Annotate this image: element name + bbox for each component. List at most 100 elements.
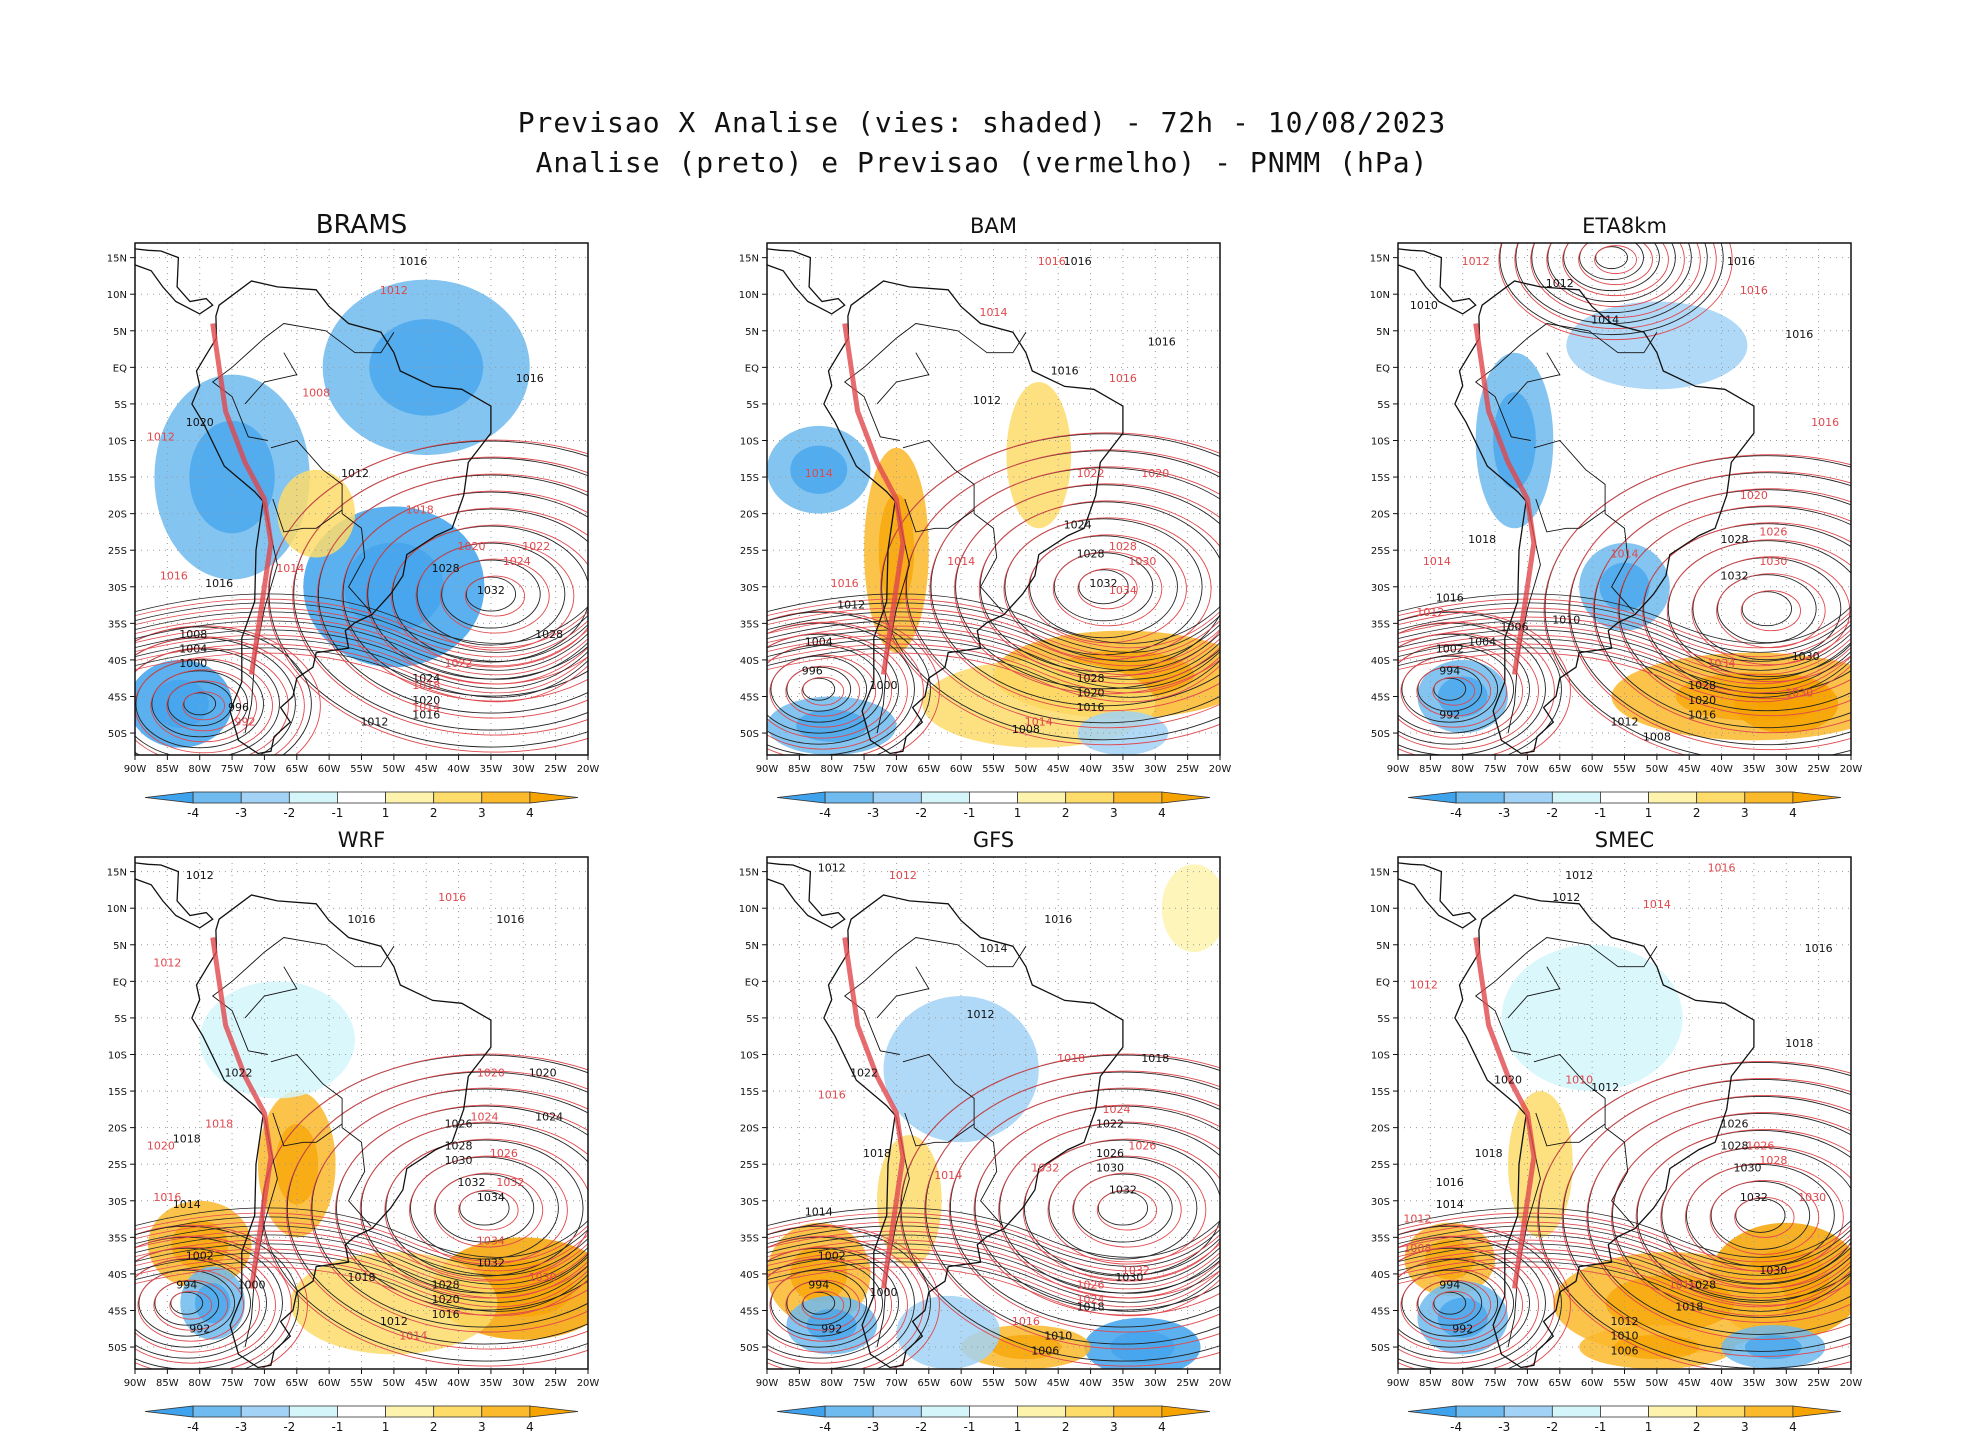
colorbar-cell: [1503, 791, 1553, 804]
isobar-label-forecast: 1026: [1077, 1279, 1105, 1292]
isobar-label-analysis: 1012: [1552, 891, 1580, 904]
colorbar-cell: [1161, 791, 1211, 804]
coastline-central-america: [1398, 862, 1477, 929]
country-border: [904, 498, 975, 533]
isobar-label-analysis: 1028: [432, 1279, 460, 1292]
lat-tick-label: EQ: [113, 977, 127, 988]
isobar-label-analysis: 1026: [445, 1118, 473, 1131]
isobar-forecast: [1416, 665, 1492, 717]
isobar-forecast: [1709, 1179, 1820, 1255]
isobar-analysis: [1417, 666, 1483, 712]
country-border: [1533, 439, 1635, 613]
isobar-forecast: [316, 473, 588, 719]
isobar-label-forecast: 1014: [947, 555, 975, 568]
isobar-label-forecast: 1030: [1128, 555, 1156, 568]
lon-tick-label: 45W: [1678, 764, 1701, 775]
lon-tick-label: 35W: [480, 764, 503, 775]
isobar-analysis: [767, 1247, 899, 1359]
isobar-label-analysis: 1020: [186, 416, 214, 429]
isobar-label-forecast: 1022: [445, 657, 473, 670]
isobar-analysis: [154, 1280, 220, 1326]
isobar-label-analysis: 1012: [186, 869, 214, 882]
lat-tick-label: 35S: [108, 619, 127, 630]
lon-tick-label: 30W: [1775, 764, 1798, 775]
colorbar-cell: [529, 791, 579, 804]
lat-tick-label: 10N: [739, 904, 759, 915]
colorbar: -4 -3 -2 -1 1 2 3 4: [144, 1405, 579, 1434]
country-border: [1507, 352, 1561, 405]
colorbar-cell: [1113, 791, 1163, 804]
lat-tick-label: 5N: [1376, 327, 1390, 338]
isobar-forecast: [767, 643, 893, 739]
isobar-forecast: [1592, 488, 1851, 734]
isobar-analysis: [1398, 611, 1562, 755]
coastline-south-america: [823, 894, 1124, 1369]
isobar-analysis: [317, 474, 588, 714]
isobar-label-analysis: 1032: [477, 1257, 505, 1270]
isobar-analysis: [905, 450, 1220, 724]
isobar-analysis: [1741, 591, 1792, 627]
lon-tick-label: 80W: [820, 764, 843, 775]
lon-tick-label: 30W: [1144, 1378, 1167, 1389]
colorbar-label: 1: [382, 806, 390, 820]
bias-core: [275, 1123, 319, 1205]
colorbar-cell: [337, 791, 386, 804]
isobar-forecast: [767, 1246, 908, 1364]
isobar-forecast: [1530, 243, 1701, 319]
lat-tick-label: 10N: [107, 904, 127, 915]
isobar-forecast: [767, 1257, 893, 1353]
isobar-label-forecast: 1016: [1669, 1279, 1697, 1292]
isobar-label-analysis: 1018: [863, 1147, 891, 1160]
isobar-label-forecast: 1016: [1811, 416, 1839, 429]
isobar-analysis: [1048, 1156, 1198, 1260]
isobar-forecast: [767, 1235, 924, 1369]
lat-tick-label: 40S: [108, 1270, 127, 1281]
lat-tick-label: 25S: [740, 546, 759, 557]
isobar-label-forecast: 1014: [412, 701, 440, 714]
isobar-label-forecast: 1014: [1025, 716, 1053, 729]
isobar-label-analysis: 994: [176, 1279, 197, 1292]
isobar-label-analysis: 1014: [1591, 313, 1619, 326]
isobar-forecast: [1562, 243, 1669, 297]
lon-tick-label: 80W: [1451, 1378, 1474, 1389]
isobar-forecast: [341, 490, 588, 702]
isobar-label-analysis: 1016: [1727, 255, 1755, 268]
isobar-label-analysis: 1024: [412, 672, 440, 685]
lon-tick-label: 55W: [1613, 764, 1636, 775]
isobar-label-analysis: 1010: [1044, 1330, 1072, 1343]
isobar-label-forecast: 1020: [1740, 489, 1768, 502]
isobar-label-analysis: 1028: [535, 628, 563, 641]
isobar-label-forecast: 1016: [153, 1191, 181, 1204]
isobar-forecast: [801, 1290, 845, 1320]
isobar-forecast: [1691, 556, 1851, 666]
lat-tick-label: 45S: [108, 692, 127, 703]
country-border: [1507, 966, 1561, 1019]
isobar-label-analysis: 1016: [1805, 942, 1833, 955]
colorbar-cell: [1648, 1405, 1698, 1418]
isobar-analysis: [1433, 677, 1467, 701]
colorbar-cell: [776, 1405, 826, 1418]
lon-tick-label: 75W: [1484, 1378, 1507, 1389]
isobar-analysis: [465, 576, 517, 612]
colorbar-cell: [920, 791, 970, 804]
isobar-forecast: [904, 449, 1220, 729]
isobar-forecast: [1398, 632, 1539, 750]
isobar-forecast: [924, 1070, 1220, 1350]
lon-tick-label: 55W: [982, 1378, 1005, 1389]
isobar-forecast: [1635, 1128, 1851, 1306]
isobar-label-analysis: 1024: [1064, 518, 1092, 531]
isobar-analysis: [135, 637, 296, 755]
coastline-south-america: [191, 894, 492, 1369]
lon-tick-label: 25W: [544, 1378, 567, 1389]
isobar-label-analysis: 1016: [496, 913, 524, 926]
isobar-label-forecast: 1030: [1798, 1191, 1826, 1204]
lon-tick-label: 70W: [885, 764, 908, 775]
isobar-label-forecast: 1008: [302, 387, 330, 400]
lon-tick-label: 35W: [1112, 764, 1135, 775]
colorbar-cell: [288, 1405, 338, 1418]
andes-forecast-isobars: [210, 937, 274, 1289]
isobar-forecast: [769, 1268, 877, 1342]
isobar-analysis: [1023, 1139, 1220, 1277]
bias-core: [1599, 562, 1650, 611]
lon-tick-label: 50W: [1015, 1378, 1038, 1389]
